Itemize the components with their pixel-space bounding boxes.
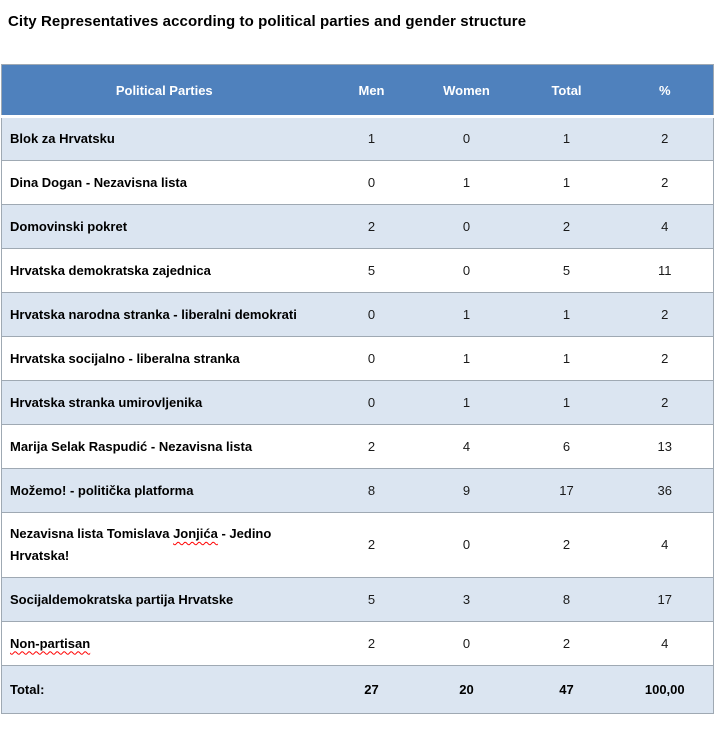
column-header-total: Total xyxy=(516,64,617,118)
misspelled-word: Jonjića xyxy=(173,526,218,541)
total-percent-cell: 100,00 xyxy=(616,665,714,714)
party-name-cell: Blok za Hrvatsku xyxy=(1,116,327,161)
men-cell: 2 xyxy=(326,621,417,666)
men-cell: 5 xyxy=(326,577,417,622)
table-row: Hrvatska demokratska zajednica 5 0 5 11 xyxy=(1,248,714,293)
men-cell: 5 xyxy=(326,248,417,293)
party-name-cell: Hrvatska demokratska zajednica xyxy=(1,248,327,293)
table-row: Možemo! - politička platforma 8 9 17 36 xyxy=(1,468,714,513)
percent-cell: 2 xyxy=(616,380,714,425)
representatives-table: Political Parties Men Women Total % Blok… xyxy=(1,64,714,714)
men-cell: 0 xyxy=(326,336,417,381)
women-cell: 3 xyxy=(416,577,517,622)
percent-cell: 11 xyxy=(616,248,714,293)
total-total-cell: 47 xyxy=(516,665,617,714)
total-cell: 1 xyxy=(516,160,617,205)
party-name-cell: Hrvatska narodna stranka - liberalni dem… xyxy=(1,292,327,337)
percent-cell: 17 xyxy=(616,577,714,622)
table-row: Domovinski pokret 2 0 2 4 xyxy=(1,204,714,249)
party-name-cell: Non-partisan xyxy=(1,621,327,666)
total-cell: 1 xyxy=(516,116,617,161)
total-cell: 2 xyxy=(516,204,617,249)
percent-cell: 2 xyxy=(616,336,714,381)
women-cell: 0 xyxy=(416,621,517,666)
total-cell: 8 xyxy=(516,577,617,622)
party-name-cell: Socijaldemokratska partija Hrvatske xyxy=(1,577,327,622)
document-page: City Representatives according to politi… xyxy=(0,12,720,736)
total-cell: 2 xyxy=(516,512,617,578)
percent-cell: 2 xyxy=(616,160,714,205)
percent-cell: 2 xyxy=(616,292,714,337)
women-cell: 0 xyxy=(416,204,517,249)
women-cell: 1 xyxy=(416,380,517,425)
men-cell: 2 xyxy=(326,424,417,469)
women-cell: 1 xyxy=(416,292,517,337)
women-cell: 1 xyxy=(416,336,517,381)
men-cell: 0 xyxy=(326,380,417,425)
table-row: Marija Selak Raspudić - Nezavisna lista 2… xyxy=(1,424,714,469)
women-cell: 0 xyxy=(416,116,517,161)
table-row: Hrvatska stranka umirovljenika 0 1 1 2 xyxy=(1,380,714,425)
total-cell: 17 xyxy=(516,468,617,513)
percent-cell: 4 xyxy=(616,512,714,578)
percent-cell: 36 xyxy=(616,468,714,513)
table-row: Nezavisna lista Tomislava Jonjića - Jedi… xyxy=(1,512,714,578)
men-cell: 0 xyxy=(326,160,417,205)
party-name-cell: Domovinski pokret xyxy=(1,204,327,249)
men-cell: 8 xyxy=(326,468,417,513)
page-title: City Representatives according to politi… xyxy=(8,13,527,30)
total-cell: 5 xyxy=(516,248,617,293)
total-row-label: Total: xyxy=(1,665,327,714)
party-name-cell: Nezavisna lista Tomislava Jonjića - Jedi… xyxy=(1,512,327,578)
table-header-row: Political Parties Men Women Total % xyxy=(1,64,714,118)
women-cell: 0 xyxy=(416,248,517,293)
column-header-political-parties: Political Parties xyxy=(1,64,327,118)
misspelled-word: Non-partisan xyxy=(10,635,91,651)
men-cell: 2 xyxy=(326,204,417,249)
table-row: Non-partisan 2 0 2 4 xyxy=(1,621,714,666)
column-header-percent: % xyxy=(616,64,714,118)
men-cell: 1 xyxy=(326,116,417,161)
party-name-cell: Dina Dogan - Nezavisna lista xyxy=(1,160,327,205)
total-men-cell: 27 xyxy=(326,665,417,714)
total-cell: 1 xyxy=(516,292,617,337)
total-row: Total: 27 20 47 100,00 xyxy=(1,665,714,714)
women-cell: 0 xyxy=(416,512,517,578)
table-row: Hrvatska socijalno - liberalna stranka 0 1… xyxy=(1,336,714,381)
total-cell: 6 xyxy=(516,424,617,469)
table-body: Blok za Hrvatsku 1 0 1 2 Dina Dogan - Nezavis… xyxy=(1,116,714,666)
men-cell: 0 xyxy=(326,292,417,337)
percent-cell: 4 xyxy=(616,621,714,666)
total-women-cell: 20 xyxy=(416,665,517,714)
total-cell: 1 xyxy=(516,336,617,381)
column-header-men: Men xyxy=(326,64,417,118)
column-header-women: Women xyxy=(416,64,517,118)
percent-cell: 4 xyxy=(616,204,714,249)
percent-cell: 13 xyxy=(616,424,714,469)
women-cell: 1 xyxy=(416,160,517,205)
total-cell: 1 xyxy=(516,380,617,425)
party-name-cell: Marija Selak Raspudić - Nezavisna lista xyxy=(1,424,327,469)
table-row: Socijaldemokratska partija Hrvatske 5 3 8 17 xyxy=(1,577,714,622)
women-cell: 4 xyxy=(416,424,517,469)
table-row: Hrvatska narodna stranka - liberalni dem… xyxy=(1,292,714,337)
party-name-cell: Hrvatska socijalno - liberalna stranka xyxy=(1,336,327,381)
table-row: Blok za Hrvatsku 1 0 1 2 xyxy=(1,116,714,161)
party-name-cell: Hrvatska stranka umirovljenika xyxy=(1,380,327,425)
percent-cell: 2 xyxy=(616,116,714,161)
party-name-cell: Možemo! - politička platforma xyxy=(1,468,327,513)
table-row: Dina Dogan - Nezavisna lista 0 1 1 2 xyxy=(1,160,714,205)
women-cell: 9 xyxy=(416,468,517,513)
total-cell: 2 xyxy=(516,621,617,666)
men-cell: 2 xyxy=(326,512,417,578)
